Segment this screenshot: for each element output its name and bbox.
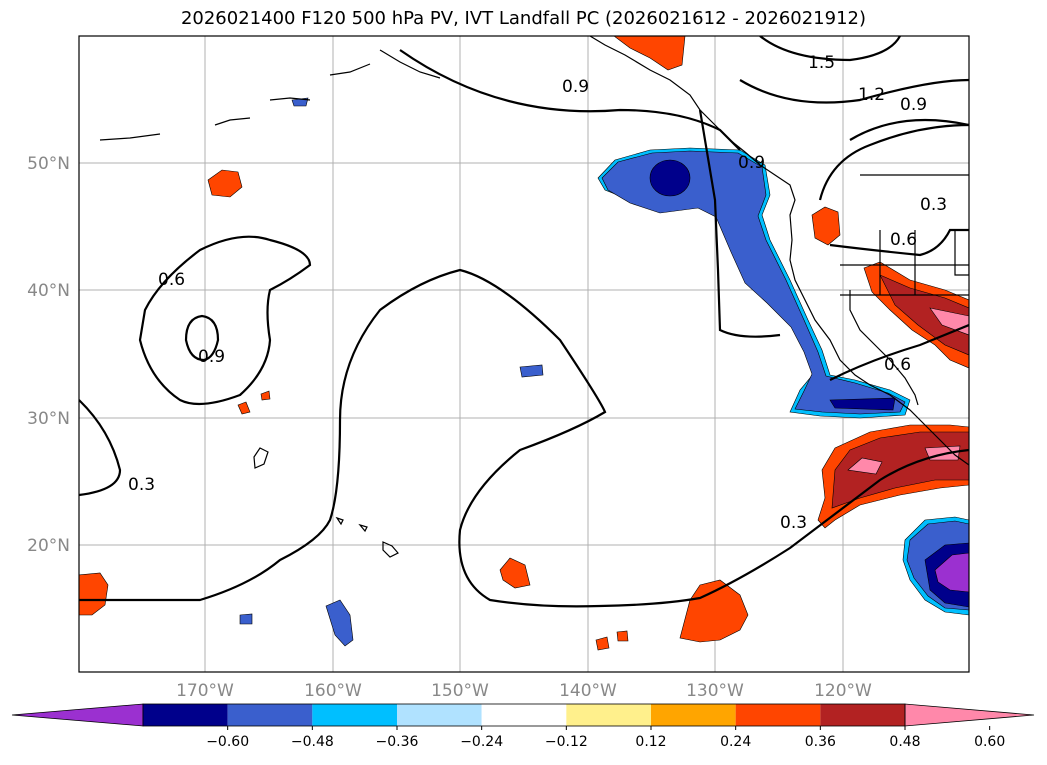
colorbar-segment — [735, 704, 821, 726]
contour-label: 0.6 — [158, 270, 185, 290]
contour-09-north — [399, 49, 741, 151]
latitude-labels: 50°N 40°N 30°N 20°N — [27, 154, 70, 556]
colorbar-extend-min — [11, 703, 144, 727]
positive-anomaly-fields — [79, 36, 969, 651]
colorbar-tick-label: −0.36 — [376, 734, 419, 750]
contour-label: 1.5 — [808, 53, 835, 73]
colorbar-tick-label: −0.24 — [460, 734, 503, 750]
colorbar-segment — [820, 704, 905, 726]
contour-label: 0.6 — [890, 230, 917, 250]
pv-contours — [79, 36, 969, 608]
lat-tick-label: 20°N — [27, 536, 70, 556]
contour-06-loop — [138, 235, 312, 406]
contour-03-main — [79, 268, 969, 608]
lon-tick-label: 150°W — [431, 681, 489, 701]
contour-labels: 0.9 1.5 1.2 0.9 0.9 0.3 0.6 0.6 0.9 0.6 … — [128, 53, 947, 533]
contour-label: 0.9 — [900, 95, 927, 115]
colorbar-segment — [481, 704, 567, 726]
colorbar-tick-label: −0.60 — [206, 734, 249, 750]
lat-tick-label: 50°N — [27, 154, 70, 174]
colorbar-tick-label: −0.12 — [545, 734, 588, 750]
lon-tick-label: 140°W — [559, 681, 617, 701]
contour-09-loop — [184, 314, 220, 362]
colorbar-tick-label: 0.48 — [889, 734, 920, 750]
lon-tick-label: 130°W — [686, 681, 744, 701]
longitude-labels: 170°W 160°W 150°W 140°W 130°W 120°W — [176, 681, 872, 701]
contour-label: 1.2 — [858, 85, 885, 105]
contour-label: 0.3 — [920, 195, 947, 215]
colorbar-segment — [566, 704, 651, 726]
colorbar-tick-label: 0.24 — [720, 734, 751, 750]
contour-label: 0.3 — [128, 475, 155, 495]
colorbar: −0.60 −0.48 −0.36 −0.24 −0.12 0.12 0.24 0.36 0.4… — [11, 703, 1035, 750]
colorbar-segment — [397, 704, 482, 726]
map-area: 0.9 1.5 1.2 0.9 0.9 0.3 0.6 0.6 0.9 0.6 … — [79, 36, 969, 672]
contour-label: 0.9 — [198, 347, 225, 367]
negative-anomaly-fields — [239, 97, 969, 647]
colorbar-segment — [227, 704, 313, 726]
colorbar-segment — [312, 704, 397, 726]
map-title: 2026021400 F120 500 hPa PV, IVT Landfall… — [180, 8, 867, 29]
colorbar-tick-label: 0.36 — [805, 734, 836, 750]
colorbar-segment — [143, 704, 228, 726]
lat-tick-label: 40°N — [27, 281, 70, 301]
colorbar-frame — [142, 703, 906, 727]
lon-tick-label: 160°W — [304, 681, 362, 701]
lat-tick-label: 30°N — [27, 409, 70, 429]
colorbar-tick-label: 0.12 — [635, 734, 666, 750]
colorbar-extend-max — [904, 703, 1035, 727]
colorbar-tick-label: −0.48 — [291, 734, 334, 750]
contour-label: 0.3 — [780, 513, 807, 533]
colorbar-tick-label: 0.60 — [974, 734, 1005, 750]
lon-tick-label: 120°W — [814, 681, 872, 701]
map-frame — [78, 35, 970, 673]
contour-label: 0.6 — [884, 355, 911, 375]
pnw-core — [649, 159, 691, 197]
lon-tick-label: 170°W — [176, 681, 234, 701]
contour-label: 0.9 — [562, 77, 589, 97]
contour-label: 0.9 — [738, 153, 765, 173]
gridlines — [79, 36, 969, 672]
coastlines — [99, 36, 969, 558]
colorbar-segment — [651, 704, 736, 726]
